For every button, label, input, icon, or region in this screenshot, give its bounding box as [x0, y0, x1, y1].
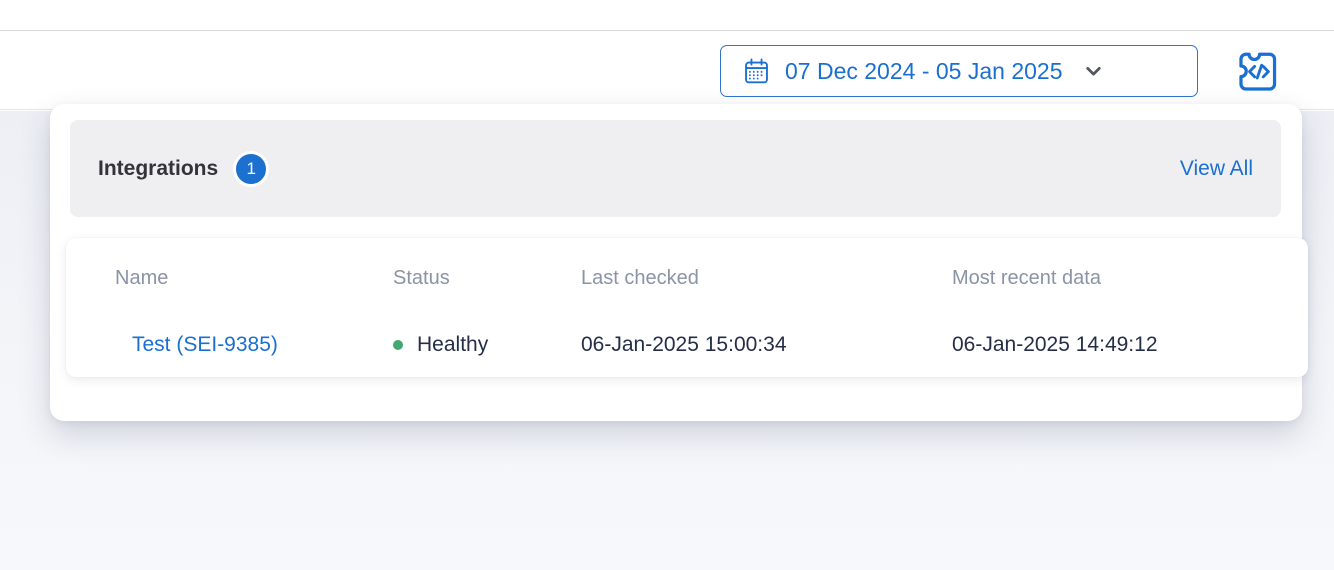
column-header-name: Name — [115, 266, 169, 289]
integrations-popover: Integrations 1 View All Name Status Last… — [50, 104, 1308, 421]
table-header-row: Name Status Last checked Most recent dat… — [66, 238, 1308, 302]
column-header-most-recent-data: Most recent data — [952, 266, 1101, 289]
table-row: Test (SEI-9385) Healthy 06-Jan-2025 15:0… — [66, 302, 1308, 377]
code-widget-button[interactable] — [1235, 47, 1282, 94]
column-header-last-checked: Last checked — [581, 266, 699, 289]
panel-title: Integrations — [98, 156, 219, 180]
calendar-icon — [741, 56, 772, 87]
integration-name-link[interactable]: Test (SEI-9385) — [132, 332, 278, 356]
date-range-label: 07 Dec 2024 - 05 Jan 2025 — [785, 57, 1063, 84]
date-range-picker-button[interactable]: 07 Dec 2024 - 05 Jan 2025 — [720, 45, 1198, 97]
integrations-table: Name Status Last checked Most recent dat… — [66, 238, 1308, 377]
last-checked-value: 06-Jan-2025 15:00:34 — [581, 332, 787, 356]
view-all-link[interactable]: View All — [1179, 156, 1253, 180]
status-label: Healthy — [417, 332, 489, 356]
column-header-status: Status — [393, 266, 450, 289]
status-healthy-dot-icon — [393, 339, 403, 350]
integrations-count-badge: 1 — [233, 150, 270, 187]
most-recent-data-value: 06-Jan-2025 14:49:12 — [952, 332, 1158, 356]
chevron-down-icon — [1083, 61, 1104, 82]
topbar — [0, 0, 1334, 31]
code-widget-icon — [1236, 48, 1282, 94]
integrations-panel-header: Integrations 1 View All — [70, 120, 1281, 217]
